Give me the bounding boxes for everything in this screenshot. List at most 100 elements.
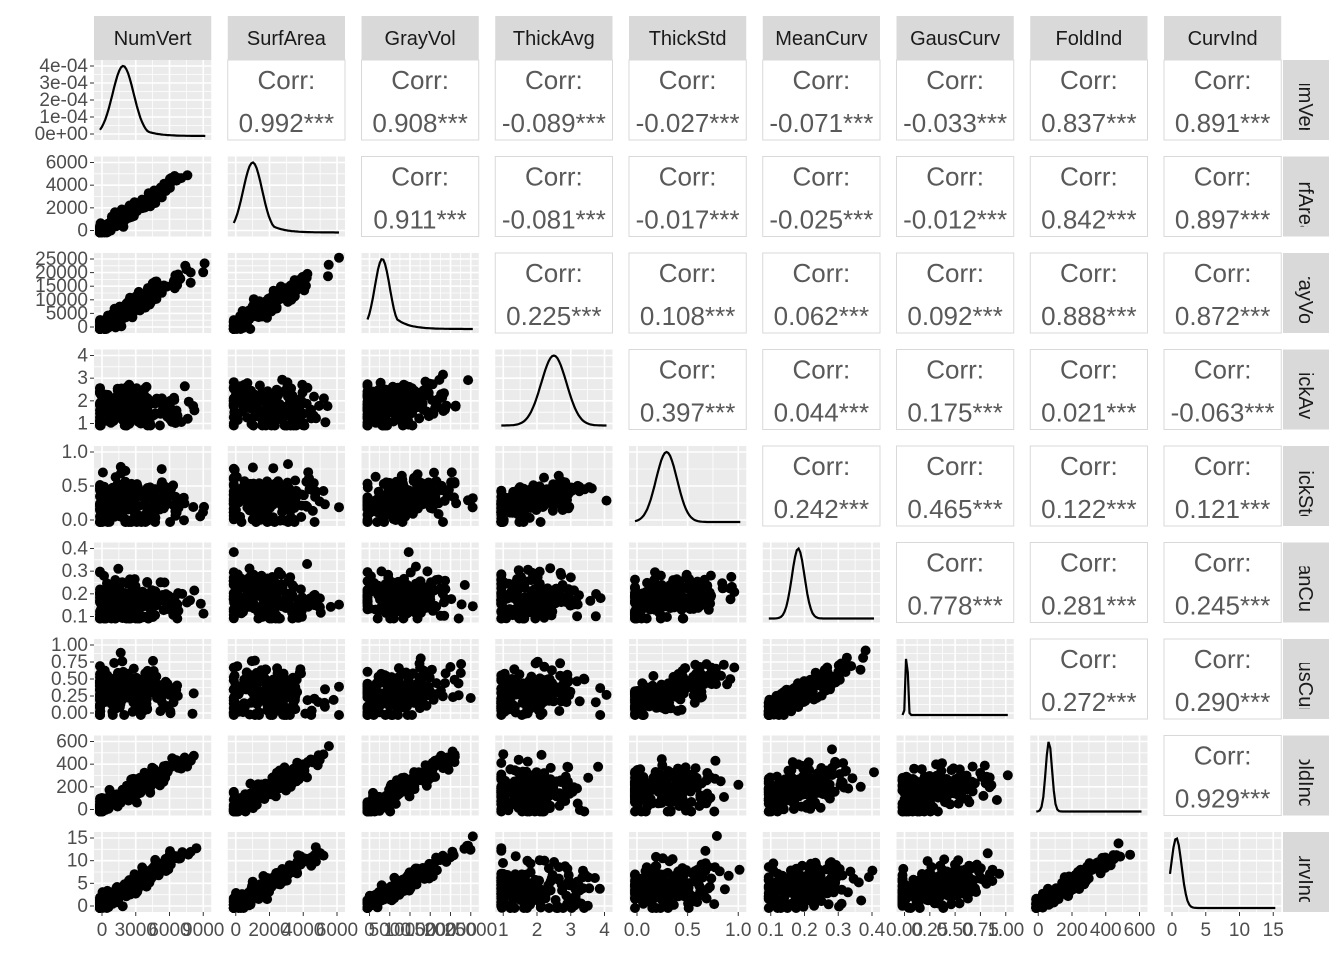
corr-panel-frame — [762, 349, 881, 430]
scatter-point — [95, 806, 105, 817]
column-strip-label: GausCurv — [910, 28, 1000, 50]
scatter-point — [390, 515, 401, 525]
scatter-point — [256, 665, 267, 676]
scatter-point — [232, 593, 243, 604]
scatter-point — [374, 605, 385, 616]
scatter-point — [679, 663, 690, 674]
panel-MeanCurv-MeanCurv — [762, 542, 880, 623]
scatter-point — [450, 401, 461, 412]
scatter-point — [182, 413, 193, 424]
corr-panel-frame — [896, 156, 1015, 237]
scatter-point — [236, 517, 247, 527]
corr-label: Corr: — [1194, 548, 1252, 578]
scatter-point — [294, 767, 305, 778]
scatter-point — [296, 512, 307, 522]
scatter-point — [97, 467, 108, 478]
scatter-point — [289, 503, 300, 513]
scatter-point — [381, 418, 392, 429]
scatter-point — [630, 613, 640, 624]
scatter-point — [297, 387, 308, 398]
scatter-point — [860, 645, 871, 656]
scatter-point — [109, 658, 120, 668]
scatter-point — [247, 687, 258, 698]
scatter-point — [170, 510, 181, 521]
scatter-point — [414, 413, 425, 424]
scatter-point — [302, 559, 313, 569]
scatter-point — [288, 582, 299, 593]
panel-MeanCurv-ThickAvg — [495, 542, 613, 624]
scatter-point — [238, 582, 249, 593]
scatter-point — [243, 501, 254, 511]
scatter-point — [247, 462, 258, 473]
corr-value: 0.837*** — [1041, 108, 1136, 138]
scatter-point — [189, 585, 200, 596]
scatter-point — [296, 489, 307, 500]
scatter-point — [362, 567, 373, 578]
scatter-point — [465, 693, 476, 703]
scatter-point — [179, 515, 189, 526]
scatter-point — [509, 701, 520, 712]
scatter-point — [98, 613, 109, 624]
scatter-point — [233, 806, 244, 817]
corr-label: Corr: — [1060, 258, 1118, 288]
scatter-point — [297, 379, 308, 390]
scatter-point — [187, 708, 198, 719]
scatter-point — [439, 495, 450, 506]
scatter-point — [179, 381, 190, 392]
scatter-point — [389, 496, 400, 507]
scatter-point — [403, 419, 414, 430]
scatter-point — [362, 598, 373, 609]
corr-value: 0.108*** — [640, 301, 735, 331]
scatter-point — [114, 392, 125, 403]
scatter-point — [172, 680, 183, 691]
scatter-point — [141, 381, 152, 392]
corr-panel-frame — [494, 252, 613, 334]
scatter-point — [429, 467, 439, 478]
panel-SurfArea-ThickStd: Corr: -0.017*** — [628, 156, 747, 237]
scatter-point — [449, 492, 459, 503]
scatter-point — [261, 602, 272, 613]
row-strip-label: CurvInd — [1294, 837, 1316, 907]
y-tick-label: 15000 — [35, 276, 88, 297]
row-strip-MeanCurv — [1283, 542, 1329, 623]
scatter-point — [127, 604, 138, 615]
scatter-point — [417, 678, 428, 689]
scatter-point — [446, 467, 457, 478]
scatter-point — [362, 411, 373, 422]
scatter-point — [334, 710, 344, 720]
corr-label: Corr: — [792, 162, 850, 192]
scatter-point — [283, 459, 293, 470]
scatter-point — [258, 783, 269, 794]
scatter-point — [169, 392, 179, 403]
scatter-points — [362, 467, 478, 527]
scatter-point — [228, 395, 239, 406]
scatter-point — [318, 393, 329, 404]
scatter-point — [137, 675, 148, 685]
scatter-point — [328, 694, 339, 705]
panel-ThickAvg-NumVert — [94, 349, 212, 431]
panel-GrayVol-ThickStd: Corr: 0.108*** — [628, 252, 747, 334]
scatter-point — [424, 378, 435, 389]
scatter-point — [132, 788, 143, 799]
scatter-point — [185, 277, 196, 288]
scatter-point — [379, 517, 390, 527]
scatter-point — [674, 678, 685, 689]
scatter-point — [265, 515, 276, 526]
scatter-point — [467, 502, 478, 513]
scatter-point — [425, 594, 436, 605]
scatter-point — [125, 407, 135, 418]
corr-label: Corr: — [525, 162, 583, 192]
panel-SurfArea-CurvInd: Corr: 0.897*** — [1163, 156, 1282, 237]
scatter-point — [404, 590, 415, 601]
scatter-point — [545, 563, 556, 574]
scatter-point — [763, 706, 774, 717]
scatter-point — [446, 477, 457, 488]
corr-panel-frame — [1029, 349, 1148, 430]
scatter-point — [833, 673, 844, 684]
scatter-point — [391, 482, 402, 493]
panel-SurfArea-MeanCurv: Corr: -0.025*** — [762, 156, 881, 237]
panel-SurfArea-ThickAvg: Corr: -0.081*** — [494, 156, 613, 237]
scatter-point — [427, 395, 438, 406]
scatter-point — [163, 680, 174, 691]
scatter-point — [716, 670, 726, 681]
